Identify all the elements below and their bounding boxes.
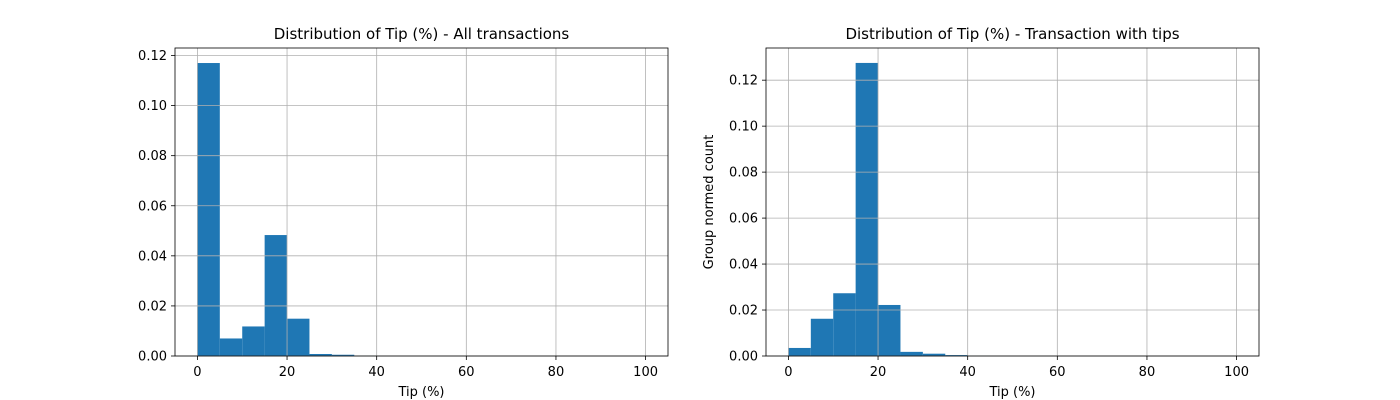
histogram-bar bbox=[833, 293, 856, 356]
axes-frame bbox=[174, 47, 669, 357]
histogram-bar bbox=[264, 235, 288, 356]
y-tick-label: 0.12 bbox=[729, 74, 758, 89]
x-tick-label: 100 bbox=[1224, 365, 1249, 380]
axes-frame bbox=[765, 47, 1260, 357]
y-tick-label: 0.02 bbox=[138, 299, 167, 314]
x-tick-label: 100 bbox=[633, 365, 658, 380]
y-tick-label: 0.12 bbox=[138, 49, 167, 64]
x-tick-label: 0 bbox=[193, 365, 201, 380]
plot-area bbox=[175, 48, 668, 356]
y-tick-label: 0.02 bbox=[729, 304, 758, 319]
histogram-bar bbox=[855, 62, 879, 356]
x-tick-label: 20 bbox=[279, 365, 296, 380]
histogram-bar bbox=[197, 63, 220, 357]
y-tick-label: 0.08 bbox=[729, 166, 758, 181]
chart-title: Distribution of Tip (%) - All transactio… bbox=[274, 25, 570, 43]
histogram-bar bbox=[309, 353, 332, 356]
x-tick-label: 60 bbox=[458, 365, 475, 380]
histogram-bar bbox=[878, 304, 901, 356]
x-tick-label: 20 bbox=[870, 365, 887, 380]
x-tick-label: 60 bbox=[1049, 365, 1066, 380]
x-tick-label: 0 bbox=[784, 365, 792, 380]
y-tick-label: 0.10 bbox=[138, 99, 167, 114]
histogram-bar bbox=[900, 351, 923, 356]
x-tick-label: 80 bbox=[548, 365, 565, 380]
chart-title: Distribution of Tip (%) - Transaction wi… bbox=[845, 25, 1179, 43]
x-tick-label: 40 bbox=[368, 365, 385, 380]
x-tick-label: 80 bbox=[1139, 365, 1156, 380]
histogram-bar bbox=[922, 353, 946, 356]
histogram-bar bbox=[331, 354, 355, 356]
histogram-bar bbox=[242, 326, 265, 356]
x-axis-label: Tip (%) bbox=[397, 385, 444, 400]
histogram-bar bbox=[219, 338, 243, 356]
y-tick-label: 0.04 bbox=[729, 258, 758, 273]
y-tick-label: 0.00 bbox=[138, 350, 167, 365]
x-axis-label: Tip (%) bbox=[988, 385, 1035, 400]
y-tick-label: 0.10 bbox=[729, 120, 758, 135]
y-tick-label: 0.04 bbox=[138, 249, 167, 264]
x-tick-label: 40 bbox=[959, 365, 976, 380]
histogram-bar bbox=[810, 318, 834, 356]
histogram-bar bbox=[287, 318, 310, 356]
histogram-bar bbox=[788, 347, 811, 356]
y-tick-label: 0.00 bbox=[729, 350, 758, 365]
histogram-bar bbox=[945, 355, 968, 356]
y-tick-label: 0.06 bbox=[729, 212, 758, 227]
y-tick-label: 0.06 bbox=[138, 199, 167, 214]
chart-all-transactions: 0 20 40 60 80 100 0.00 0.02 0.04 0.06 0.08 0.10 0.12… bbox=[138, 25, 669, 400]
y-tick-label: 0.08 bbox=[138, 149, 167, 164]
chart-transactions-with-tips: 0 20 40 60 80 100 0.00 0.02 0.04 0.06 0.08 0.10 0.12… bbox=[702, 25, 1260, 400]
y-axis-label: Group normed count bbox=[702, 135, 717, 270]
